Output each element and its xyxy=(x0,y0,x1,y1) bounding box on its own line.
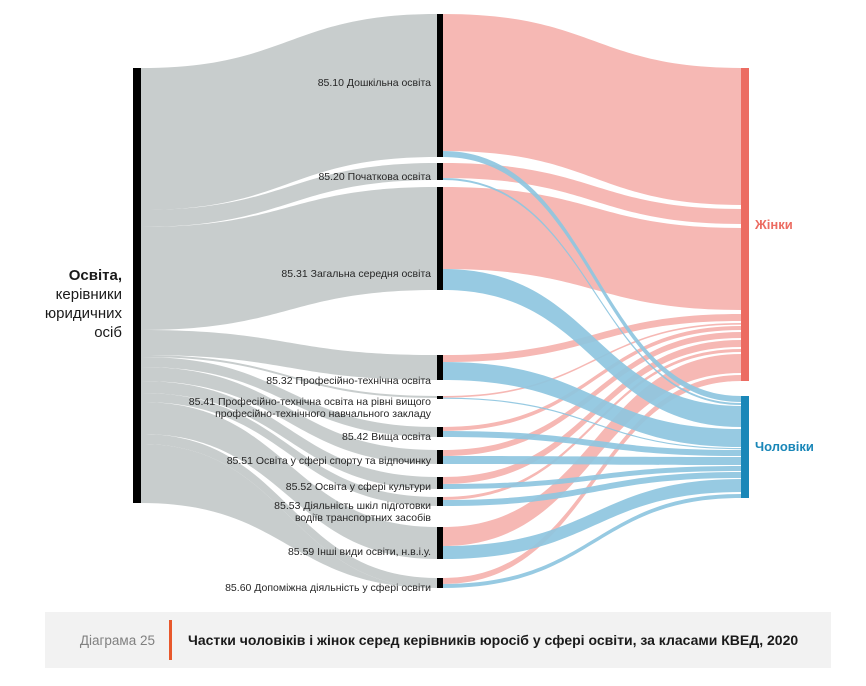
node-label-85-31: 85.31 Загальна середня освіта xyxy=(281,268,431,280)
node-label-85-59: 85.59 Інші види освіти, н.в.і.у. xyxy=(288,546,431,558)
node-label-85-60: 85.60 Допоміжна діяльність у сфері освіт… xyxy=(225,582,431,594)
male-node-bar[interactable] xyxy=(741,396,749,498)
sankey-chart: 85.10 Дошкільна освіта 85.20 Початкова о… xyxy=(133,14,814,594)
node-bar-85-20[interactable] xyxy=(437,163,443,180)
source-ribbon-85-51 xyxy=(141,367,437,464)
female-node-bar[interactable] xyxy=(741,68,749,381)
source-label-line2: керівники xyxy=(55,286,122,303)
node-bar-85-42[interactable] xyxy=(437,427,443,437)
node-label-85-42: 85.42 Вища освіта xyxy=(342,431,431,443)
source-ribbon-85-41 xyxy=(141,355,437,398)
node-label-85-41: 85.41 Професійно-технічна освіта на рівн… xyxy=(189,396,431,408)
source-node-label: Освіта, керівники юридичних осіб xyxy=(0,266,122,342)
node-bar-85-41[interactable] xyxy=(437,396,443,399)
male-node-label: Чоловіки xyxy=(755,439,814,454)
source-ribbon-85-31 xyxy=(141,187,437,330)
node-label-85-53: 85.53 Діяльність шкіл підготовки xyxy=(274,500,431,512)
caption-number: Діаграма 25 xyxy=(79,632,155,648)
female-ribbon-85-42 xyxy=(443,326,741,431)
source-ribbon-85-60 xyxy=(141,434,437,588)
node-label-85-51: 85.51 Освіта у сфері спорту та відпочинк… xyxy=(227,455,432,467)
node-bar-85-31[interactable] xyxy=(437,187,443,290)
source-ribbon-85-42 xyxy=(141,357,437,437)
source-ribbon-85-53 xyxy=(141,393,437,506)
caption-title: Частки чоловіків і жінок серед керівникі… xyxy=(188,631,799,648)
source-ribbons xyxy=(141,14,437,588)
male-ribbon-85-60 xyxy=(443,494,741,588)
node-bar-85-59[interactable] xyxy=(437,527,443,559)
male-ribbon-85-51 xyxy=(443,456,741,465)
node-bar-85-51[interactable] xyxy=(437,450,443,464)
source-ribbon-85-20 xyxy=(141,163,437,227)
node-bar-85-52[interactable] xyxy=(437,477,443,489)
caption-divider xyxy=(169,620,172,660)
source-label-line1: Освіта, xyxy=(68,267,122,284)
male-ribbon-85-42 xyxy=(443,431,741,456)
node-label-85-20: 85.20 Початкова освіта xyxy=(318,171,431,183)
middle-node-bars xyxy=(437,14,443,588)
male-ribbon-85-31 xyxy=(443,269,741,427)
node-bar-85-10[interactable] xyxy=(437,14,443,157)
node-bar-85-53[interactable] xyxy=(437,497,443,506)
node-label-85-52: 85.52 Освіта у сфері культури xyxy=(286,481,431,493)
female-node-label: Жінки xyxy=(754,217,793,232)
source-label-line4: осіб xyxy=(94,324,122,341)
source-ribbon-85-59 xyxy=(141,402,437,559)
source-node-bar[interactable] xyxy=(133,68,141,503)
middle-node-labels: 85.10 Дошкільна освіта 85.20 Початкова о… xyxy=(189,77,432,594)
male-ribbon-85-32 xyxy=(443,362,741,447)
node-label-85-53-line2: водіїв транспортних засобів xyxy=(295,512,431,524)
source-ribbon-tail xyxy=(141,444,437,588)
source-ribbon-85-52 xyxy=(141,381,437,489)
source-ribbon-85-10 xyxy=(141,14,437,210)
female-ribbon-85-51 xyxy=(443,332,741,456)
male-ribbon-85-59 xyxy=(443,479,741,559)
sankey-svg: 85.10 Дошкільна освіта 85.20 Початкова о… xyxy=(133,14,814,594)
source-label-line3: юридичних xyxy=(44,305,122,322)
node-bar-85-60[interactable] xyxy=(437,578,443,588)
node-bar-85-32[interactable] xyxy=(437,355,443,380)
male-ribbons xyxy=(443,151,741,588)
node-label-85-32: 85.32 Професійно-технічна освіта xyxy=(266,375,431,387)
node-label-85-41-line2: професійно-технічного навчального заклад… xyxy=(215,408,432,420)
chart-caption: Діаграма 25 Частки чоловіків і жінок сер… xyxy=(45,612,831,668)
male-ribbon-85-52 xyxy=(443,466,741,489)
female-ribbon-85-31 xyxy=(443,187,741,310)
female-ribbon-85-10 xyxy=(443,14,741,205)
node-label-85-10: 85.10 Дошкільна освіта xyxy=(318,77,431,89)
source-ribbon-85-32 xyxy=(141,330,437,380)
female-ribbon-85-59 xyxy=(443,354,741,546)
male-ribbon-85-53 xyxy=(443,472,741,506)
